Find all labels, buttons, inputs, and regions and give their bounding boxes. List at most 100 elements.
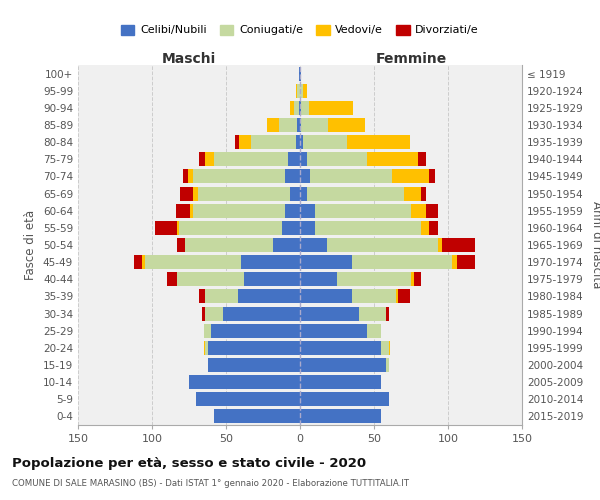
Bar (297, 118, 300, 132)
Bar (241, 255, 300, 269)
Bar (176, 204, 190, 218)
Bar (300, 272, 337, 286)
Bar (251, 135, 296, 149)
Bar (297, 84, 300, 98)
Text: Popolazione per età, sesso e stato civile - 2020: Popolazione per età, sesso e stato civil… (12, 458, 366, 470)
Bar (238, 290, 300, 304)
Bar (193, 186, 198, 200)
Bar (155, 221, 177, 235)
Bar (389, 341, 390, 355)
Bar (328, 118, 365, 132)
Bar (180, 186, 193, 200)
Bar (352, 290, 396, 304)
Bar (404, 186, 421, 200)
Bar (300, 66, 301, 80)
Bar (300, 341, 382, 355)
Text: Maschi: Maschi (162, 52, 216, 66)
Bar (288, 152, 300, 166)
Y-axis label: Fasce di età: Fasce di età (25, 210, 37, 280)
Bar (177, 221, 179, 235)
Bar (134, 255, 142, 269)
Bar (290, 101, 294, 115)
Bar (301, 101, 309, 115)
Bar (315, 221, 421, 235)
Bar (196, 392, 300, 406)
Bar (208, 358, 300, 372)
Bar (337, 272, 411, 286)
Bar (300, 152, 307, 166)
Bar (307, 152, 367, 166)
Bar (315, 204, 411, 218)
Bar (386, 358, 389, 372)
Bar (309, 101, 353, 115)
Bar (359, 306, 386, 320)
Bar (142, 255, 145, 269)
Bar (199, 152, 205, 166)
Bar (188, 170, 193, 183)
Bar (296, 84, 297, 98)
Bar (411, 272, 414, 286)
Bar (145, 255, 241, 269)
Bar (452, 255, 457, 269)
Bar (193, 204, 285, 218)
Bar (300, 290, 352, 304)
Bar (299, 101, 300, 115)
Bar (296, 135, 300, 149)
Bar (300, 170, 310, 183)
Bar (299, 66, 300, 80)
Bar (307, 186, 404, 200)
Y-axis label: Anni di nascita: Anni di nascita (590, 202, 600, 288)
Bar (310, 170, 392, 183)
Bar (418, 152, 426, 166)
Bar (190, 204, 193, 218)
Bar (177, 238, 185, 252)
Bar (301, 118, 328, 132)
Bar (268, 118, 279, 132)
Bar (204, 324, 211, 338)
Bar (279, 118, 297, 132)
Bar (352, 255, 452, 269)
Bar (300, 118, 301, 132)
Bar (300, 238, 326, 252)
Bar (179, 221, 282, 235)
Bar (347, 135, 410, 149)
Bar (214, 410, 300, 424)
Legend: Celibi/Nubili, Coniugati/e, Vedovi/e, Divorziati/e: Celibi/Nubili, Coniugati/e, Vedovi/e, Di… (117, 20, 483, 40)
Bar (442, 238, 475, 252)
Bar (199, 290, 205, 304)
Bar (414, 272, 421, 286)
Bar (392, 170, 429, 183)
Bar (198, 186, 290, 200)
Bar (185, 238, 274, 252)
Bar (398, 290, 410, 304)
Bar (193, 170, 285, 183)
Bar (294, 101, 299, 115)
Bar (303, 84, 307, 98)
Bar (429, 170, 434, 183)
Bar (223, 306, 300, 320)
Bar (367, 324, 382, 338)
Bar (300, 186, 307, 200)
Bar (274, 238, 300, 252)
Bar (300, 375, 382, 389)
Bar (285, 204, 300, 218)
Bar (367, 152, 418, 166)
Bar (244, 272, 300, 286)
Bar (205, 152, 214, 166)
Bar (167, 272, 177, 286)
Bar (300, 84, 303, 98)
Bar (202, 306, 205, 320)
Bar (282, 221, 300, 235)
Bar (300, 358, 386, 372)
Bar (300, 306, 359, 320)
Bar (211, 324, 300, 338)
Bar (303, 135, 347, 149)
Bar (421, 221, 429, 235)
Bar (411, 204, 426, 218)
Text: COMUNE DI SALE MARASINO (BS) - Dati ISTAT 1° gennaio 2020 - Elaborazione TUTTITA: COMUNE DI SALE MARASINO (BS) - Dati ISTA… (12, 479, 409, 488)
Bar (382, 341, 389, 355)
Bar (208, 341, 300, 355)
Bar (300, 324, 367, 338)
Bar (457, 255, 475, 269)
Bar (421, 186, 426, 200)
